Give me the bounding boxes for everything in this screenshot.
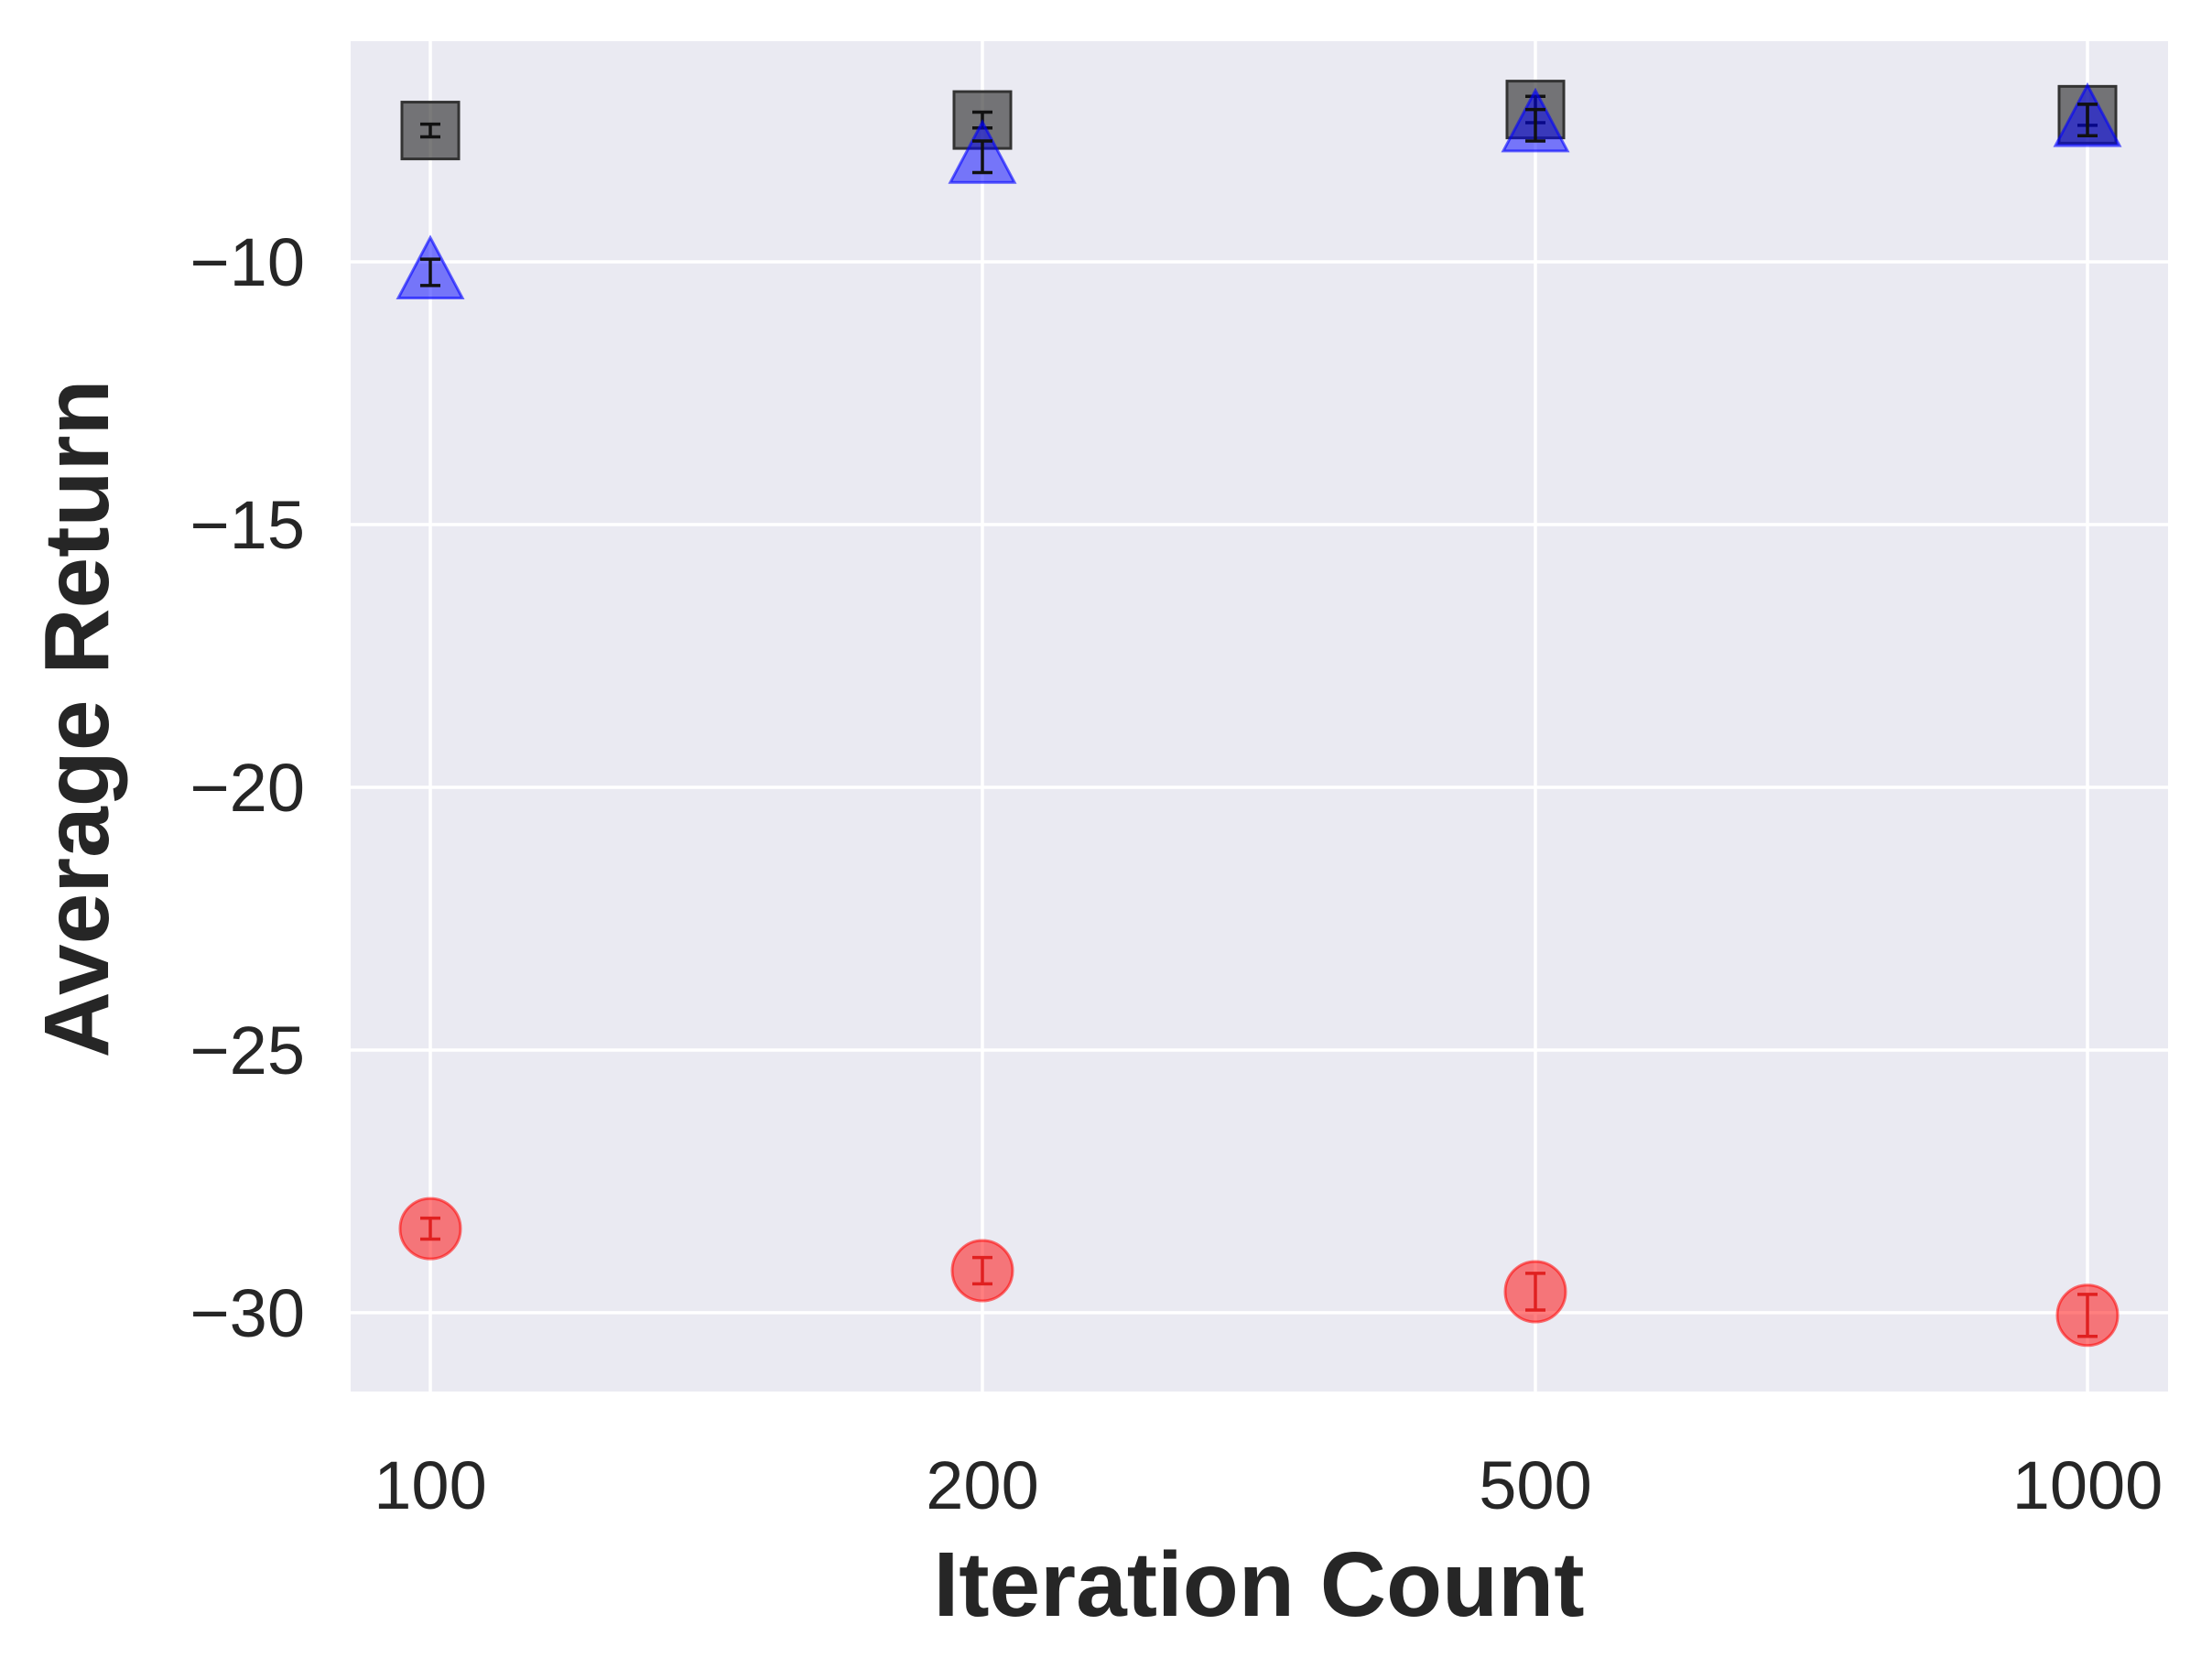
triangle-data-point: [948, 119, 1017, 184]
triangle-data-point: [396, 234, 465, 300]
x-axis-label: Iteration Count: [933, 1533, 1584, 1636]
plot-background: [351, 41, 2168, 1392]
y-tick-label: −25: [190, 1013, 305, 1089]
y-tick-labels: −10 −15 −20 −25 −30: [190, 224, 305, 1351]
x-tick-label: 1000: [2012, 1447, 2163, 1523]
circle-data-point: [398, 1197, 462, 1261]
square-data-point: [400, 101, 461, 161]
x-tick-label: 500: [1479, 1447, 1591, 1523]
circle-data-point: [2055, 1283, 2120, 1348]
y-tick-label: −15: [190, 487, 305, 563]
data-markers: [396, 80, 2122, 1348]
circle-data-point: [1503, 1260, 1567, 1324]
y-tick-label: −10: [190, 224, 305, 300]
square-marker: [400, 101, 461, 161]
triangle-data-point: [2053, 81, 2122, 147]
y-axis-label: Average Return: [26, 380, 128, 1058]
x-tick-labels: 100 200 500 1000: [374, 1447, 2163, 1523]
y-tick-label: −20: [190, 750, 305, 826]
y-tick-label: −30: [190, 1275, 305, 1351]
x-tick-label: 100: [374, 1447, 486, 1523]
x-tick-label: 200: [926, 1447, 1038, 1523]
triangle-data-point: [1501, 87, 1570, 153]
circle-data-point: [950, 1239, 1014, 1303]
